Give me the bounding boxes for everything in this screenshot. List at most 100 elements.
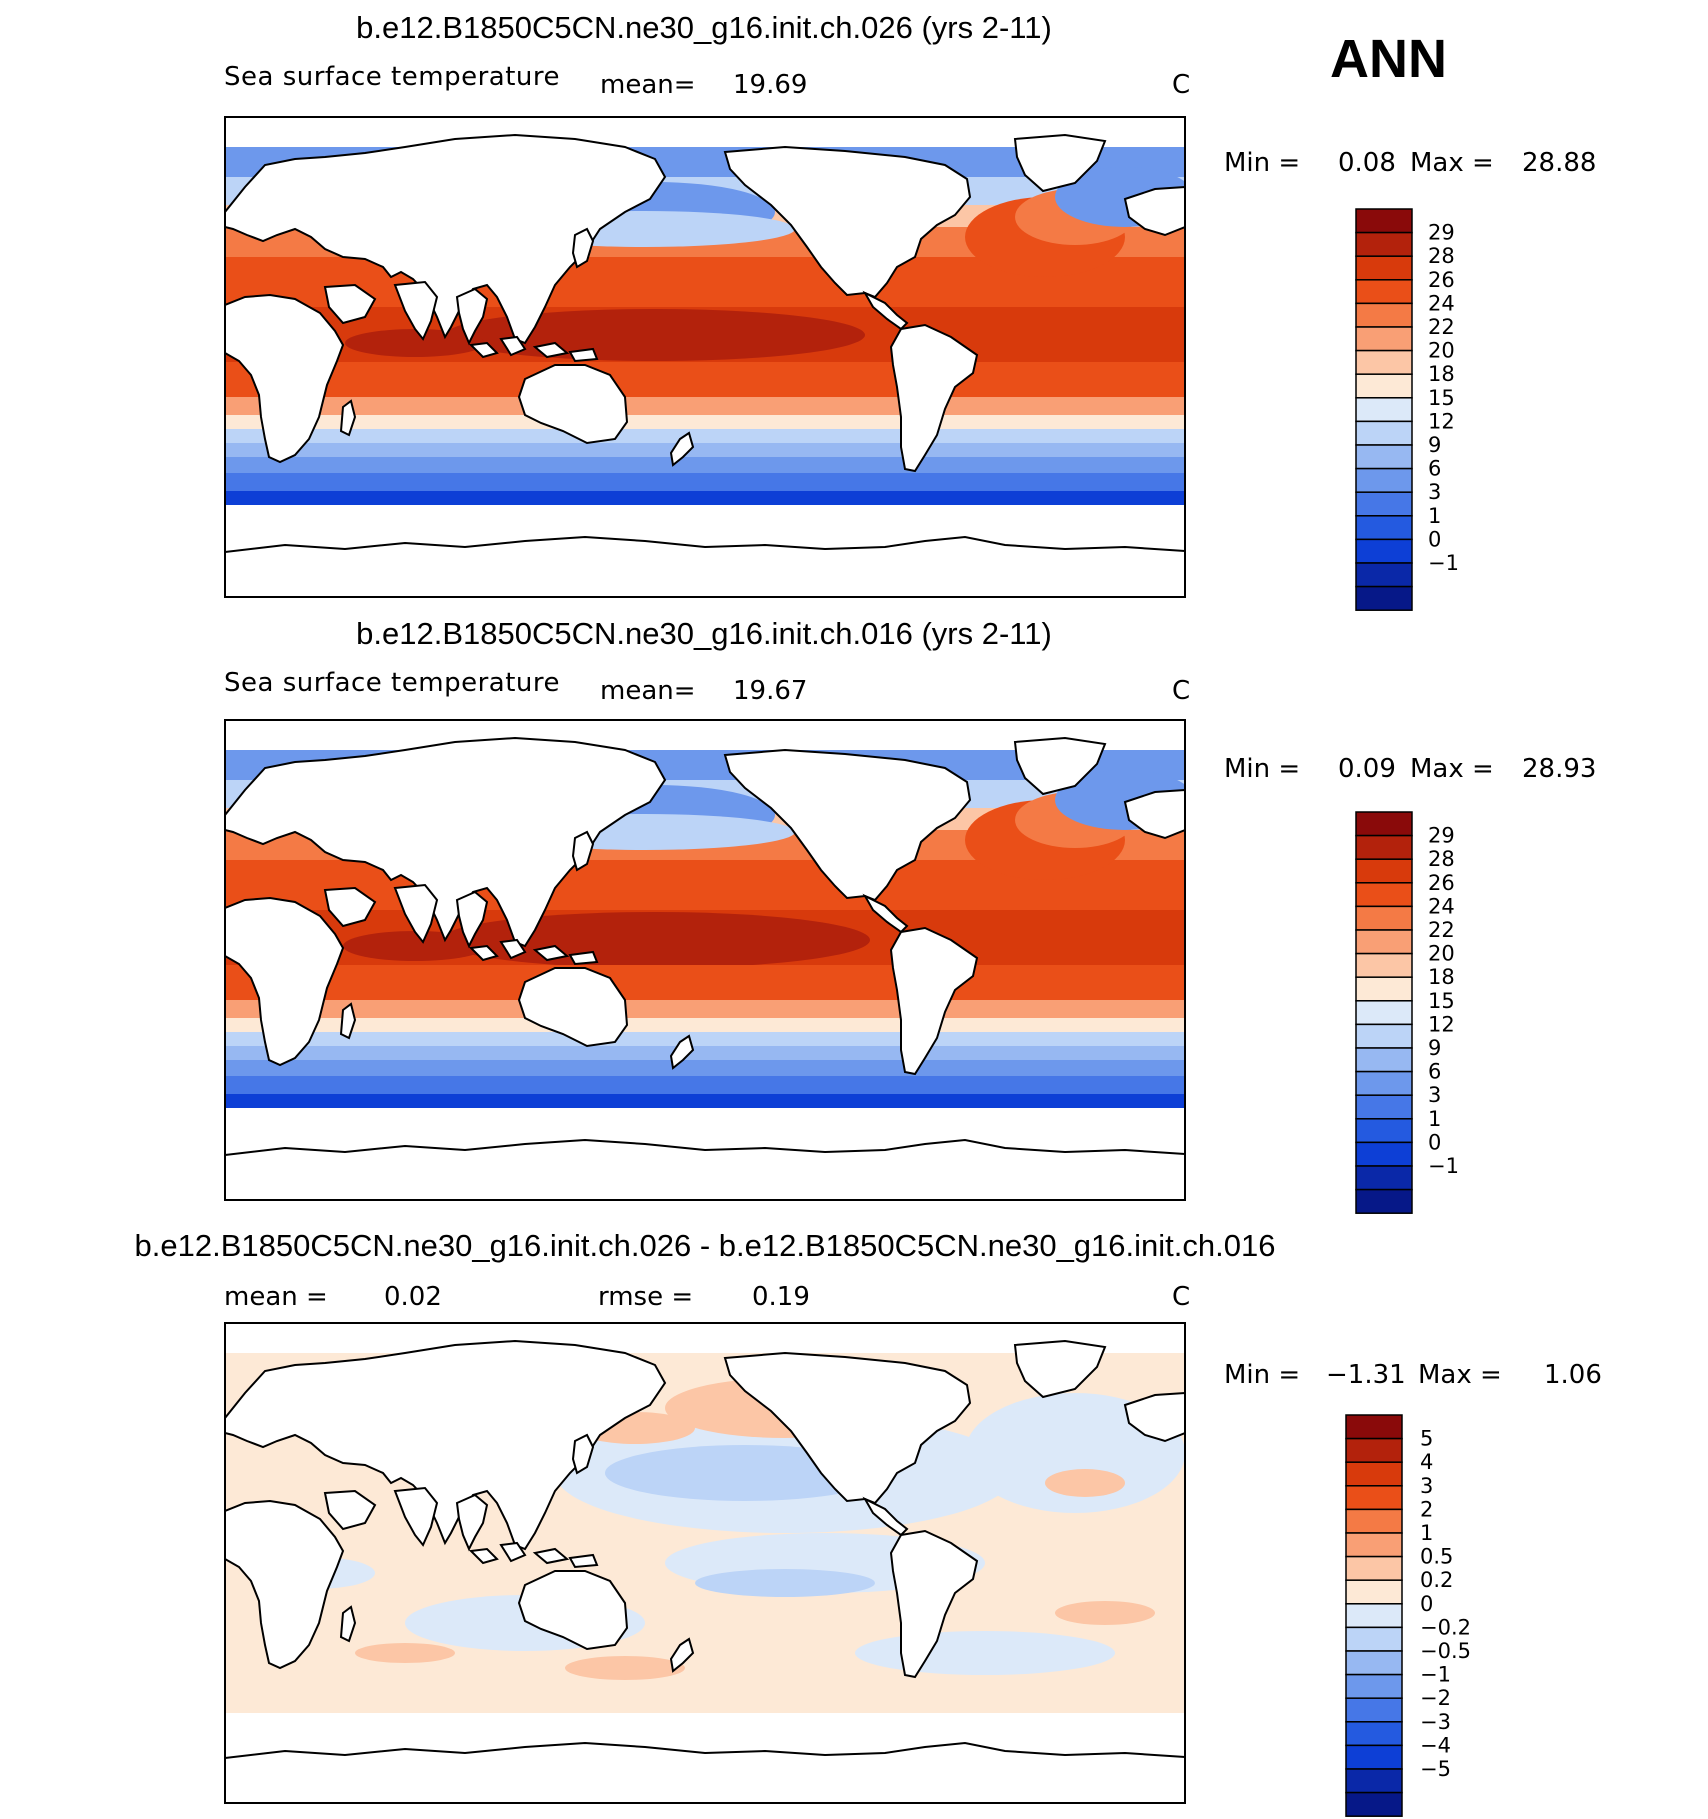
colorbar-1-label-5: 20 bbox=[1428, 339, 1455, 363]
colorbar-3-box-1 bbox=[1345, 1437, 1403, 1463]
colorbar-2-box-7 bbox=[1355, 976, 1413, 1002]
map-panel-1 bbox=[224, 116, 1186, 598]
panel-3-mean-value: 0.02 bbox=[384, 1282, 442, 1312]
panel-2-title: b.e12.B1850C5CN.ne30_g16.init.ch.016 (yr… bbox=[356, 616, 1052, 651]
colorbar-3-box-12 bbox=[1345, 1697, 1403, 1723]
panel-1-variable: Sea surface temperature bbox=[224, 62, 560, 92]
map-panel-3-frame bbox=[224, 1322, 1186, 1804]
colorbar-1-box-3 bbox=[1355, 279, 1413, 305]
colorbar-2-box-1 bbox=[1355, 834, 1413, 860]
colorbar-3-box-16 bbox=[1345, 1791, 1403, 1817]
panel-3-min-value: −1.31 bbox=[1326, 1360, 1406, 1390]
colorbar-2-box-0 bbox=[1355, 811, 1413, 837]
colorbar-1-box-10 bbox=[1355, 444, 1413, 470]
colorbar-1-box-4 bbox=[1355, 302, 1413, 328]
colorbar-3-label-4: 1 bbox=[1420, 1521, 1433, 1545]
colorbar-3-label-6: 0.2 bbox=[1420, 1568, 1453, 1592]
panel-1-min-value: 0.08 bbox=[1338, 148, 1396, 178]
panel-1-mean-value: 19.69 bbox=[733, 70, 808, 100]
colorbar-3-label-10: −1 bbox=[1420, 1663, 1451, 1687]
colorbar-1-box-8 bbox=[1355, 397, 1413, 423]
colorbar-3-label-7: 0 bbox=[1420, 1592, 1433, 1616]
colorbar-3-label-14: −5 bbox=[1420, 1757, 1451, 1781]
colorbar-3-label-12: −3 bbox=[1420, 1710, 1451, 1734]
colorbar-1-label-9: 9 bbox=[1428, 433, 1441, 457]
panel-2-max-value: 28.93 bbox=[1522, 754, 1597, 784]
panel-3-max-label: Max = bbox=[1418, 1360, 1502, 1390]
colorbar-2-box-6 bbox=[1355, 952, 1413, 978]
panel-2-min-value: 0.09 bbox=[1338, 754, 1396, 784]
colorbar-2-label-9: 9 bbox=[1428, 1036, 1441, 1060]
colorbar-1-box-11 bbox=[1355, 467, 1413, 493]
colorbar-3-label-13: −4 bbox=[1420, 1733, 1451, 1757]
colorbar-1-box-12 bbox=[1355, 491, 1413, 517]
colorbar-1-box-9 bbox=[1355, 420, 1413, 446]
panel-2-mean-label: mean= bbox=[600, 676, 696, 706]
colorbar-1-box-15 bbox=[1355, 562, 1413, 588]
panel-2-variable: Sea surface temperature bbox=[224, 668, 560, 698]
panel-2-min-label: Min = bbox=[1224, 754, 1301, 784]
colorbar-2-box-12 bbox=[1355, 1094, 1413, 1120]
panel-3-max-value: 1.06 bbox=[1544, 1360, 1602, 1390]
colorbar-1-box-14 bbox=[1355, 538, 1413, 564]
map-panel-2 bbox=[224, 719, 1186, 1201]
colorbar-2-label-6: 18 bbox=[1428, 965, 1455, 989]
panel-1-units: C bbox=[1172, 70, 1191, 100]
map-panel-3 bbox=[224, 1322, 1186, 1804]
colorbar-1-label-8: 12 bbox=[1428, 409, 1455, 433]
colorbar-1-box-2 bbox=[1355, 255, 1413, 281]
colorbar-3-box-0 bbox=[1345, 1414, 1403, 1440]
colorbar-3-label-2: 3 bbox=[1420, 1474, 1433, 1498]
colorbar-2-label-12: 1 bbox=[1428, 1107, 1441, 1131]
colorbar-2-box-11 bbox=[1355, 1070, 1413, 1096]
colorbar-2-box-5 bbox=[1355, 929, 1413, 955]
panel-1-max-label: Max = bbox=[1410, 148, 1494, 178]
panel-1-max-value: 28.88 bbox=[1522, 148, 1597, 178]
colorbar-3-box-8 bbox=[1345, 1603, 1403, 1629]
colorbar-2-label-7: 15 bbox=[1428, 989, 1455, 1013]
colorbar-3-label-1: 4 bbox=[1420, 1450, 1433, 1474]
panel-1-min-label: Min = bbox=[1224, 148, 1301, 178]
colorbar-3-label-5: 0.5 bbox=[1420, 1545, 1453, 1569]
colorbar-2-box-3 bbox=[1355, 882, 1413, 908]
colorbar-2-label-5: 20 bbox=[1428, 942, 1455, 966]
colorbar-1-box-6 bbox=[1355, 349, 1413, 375]
colorbar-3-box-4 bbox=[1345, 1508, 1403, 1534]
map-panel-2-frame bbox=[224, 719, 1186, 1201]
colorbar-2-box-4 bbox=[1355, 905, 1413, 931]
panel-3-rmse-value: 0.19 bbox=[752, 1282, 810, 1312]
colorbar-3-box-5 bbox=[1345, 1532, 1403, 1558]
panel-2-mean-value: 19.67 bbox=[733, 676, 808, 706]
colorbar-1-label-3: 24 bbox=[1428, 291, 1455, 315]
panel-3-min-label: Min = bbox=[1224, 1360, 1301, 1390]
colorbar-2-box-16 bbox=[1355, 1188, 1413, 1214]
colorbar-2-label-14: −1 bbox=[1428, 1154, 1459, 1178]
colorbar-1-box-5 bbox=[1355, 326, 1413, 352]
colorbar-2-label-8: 12 bbox=[1428, 1012, 1455, 1036]
colorbar-2-box-10 bbox=[1355, 1047, 1413, 1073]
colorbar-1-label-12: 1 bbox=[1428, 504, 1441, 528]
colorbar-3-box-15 bbox=[1345, 1768, 1403, 1794]
panel-2-units: C bbox=[1172, 676, 1191, 706]
colorbar-1-label-10: 6 bbox=[1428, 457, 1441, 481]
panel-3-rmse-label: rmse = bbox=[598, 1282, 694, 1312]
colorbar-2-label-0: 29 bbox=[1428, 824, 1455, 848]
panel-3-mean-label: mean = bbox=[224, 1282, 328, 1312]
colorbar-1-box-13 bbox=[1355, 515, 1413, 541]
season-label: ANN bbox=[1330, 29, 1447, 89]
colorbar-2-box-15 bbox=[1355, 1165, 1413, 1191]
colorbar-2-label-1: 28 bbox=[1428, 847, 1455, 871]
panel-2-max-label: Max = bbox=[1410, 754, 1494, 784]
colorbar-2-label-4: 22 bbox=[1428, 918, 1455, 942]
colorbar-3-box-2 bbox=[1345, 1461, 1403, 1487]
panel-3-units: C bbox=[1172, 1282, 1191, 1312]
colorbar-3-box-13 bbox=[1345, 1721, 1403, 1747]
colorbar-2-label-2: 26 bbox=[1428, 871, 1455, 895]
colorbar-3-box-10 bbox=[1345, 1650, 1403, 1676]
colorbar-3-label-11: −2 bbox=[1420, 1686, 1451, 1710]
colorbar-2-box-14 bbox=[1355, 1141, 1413, 1167]
